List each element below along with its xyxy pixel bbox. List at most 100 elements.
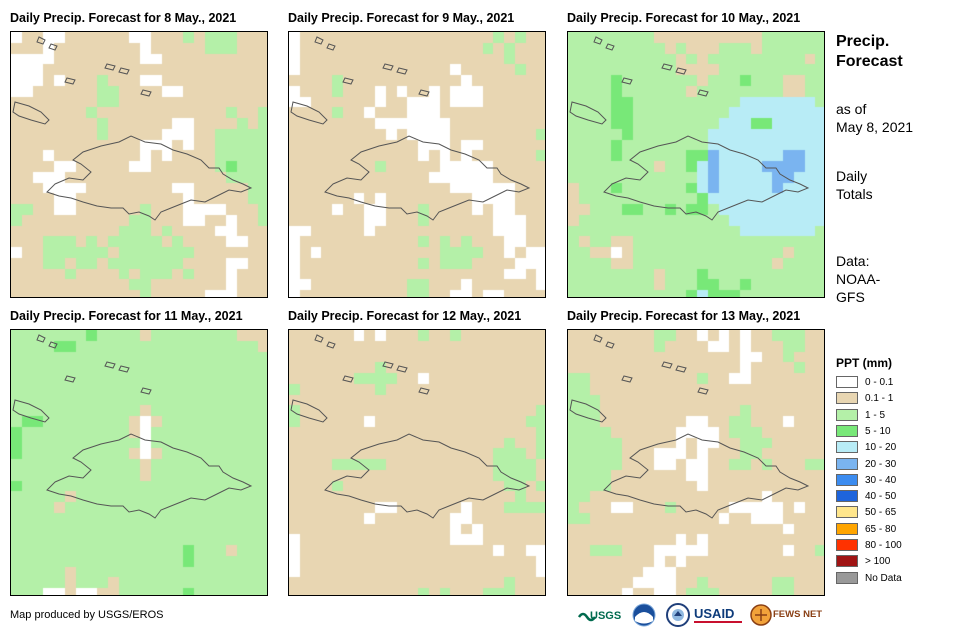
map-panel-4 xyxy=(10,329,268,596)
precip-grid xyxy=(11,32,267,297)
precip-grid xyxy=(568,32,824,297)
dhs-seal-logo xyxy=(666,603,690,627)
island-coastline xyxy=(324,433,531,519)
legend-swatch xyxy=(836,473,858,486)
map-panel-1 xyxy=(10,31,268,298)
island-coastline xyxy=(605,341,615,349)
precip-grid xyxy=(11,330,267,595)
legend-swatch xyxy=(836,392,858,405)
island-coastline xyxy=(418,387,430,395)
island-coastline xyxy=(36,334,46,343)
daily-totals-line1: Daily xyxy=(836,168,868,184)
island-coastline xyxy=(605,43,615,51)
legend-swatch xyxy=(836,571,858,584)
island-coastline xyxy=(140,89,152,97)
island-coastline xyxy=(396,365,408,373)
coastline-outline xyxy=(290,334,531,519)
map-panel-5 xyxy=(288,329,546,596)
legend-label: > 100 xyxy=(865,556,891,568)
island-coastline xyxy=(697,89,709,97)
panel-title-6: Daily Precip. Forecast for 13 May., 2021 xyxy=(567,309,801,323)
coastline-outline xyxy=(569,334,810,519)
island-coastline xyxy=(118,67,130,75)
usaid-logo: USAID xyxy=(694,603,744,627)
coastline-outline xyxy=(290,36,531,221)
fews-net-logo: FEWS NET xyxy=(750,603,826,627)
panel-title-4: Daily Precip. Forecast for 11 May., 2021 xyxy=(10,309,243,323)
legend-label: 0.1 - 1 xyxy=(865,393,894,405)
island-coastline xyxy=(46,433,253,519)
island-coastline xyxy=(621,77,633,85)
island-coastline xyxy=(603,433,810,519)
island-coastline xyxy=(621,375,633,383)
forecast-title-line1: Precip. xyxy=(836,33,890,50)
island-coastline xyxy=(593,36,603,45)
daily-totals-line2: Totals xyxy=(836,186,873,202)
legend-swatch xyxy=(836,522,858,535)
data-source-line3: GFS xyxy=(836,289,865,305)
precip-grid xyxy=(568,330,824,595)
legend-label: 50 - 65 xyxy=(865,507,897,519)
legend-title: PPT (mm) xyxy=(836,356,893,370)
island-coastline xyxy=(290,399,328,423)
legend-label: 10 - 20 xyxy=(865,442,897,454)
data-source: Data: NOAA- GFS xyxy=(836,252,880,306)
panel-title-3: Daily Precip. Forecast for 10 May., 2021 xyxy=(567,11,801,25)
island-coastline xyxy=(314,36,324,45)
island-coastline xyxy=(418,89,430,97)
island-coastline xyxy=(382,361,394,369)
map-credit: Map produced by USGS/EROS xyxy=(10,609,164,621)
usgs-logo: USGS xyxy=(577,603,622,627)
forecast-title: Precip. Forecast xyxy=(836,32,903,72)
island-coastline xyxy=(104,63,116,71)
island-coastline xyxy=(569,101,607,125)
as-of-date: as of May 8, 2021 xyxy=(836,100,913,136)
precip-grid xyxy=(289,32,545,297)
legend-label: 0 - 0.1 xyxy=(865,377,894,388)
fews-net-logo-text: FEWS NET xyxy=(773,609,822,620)
daily-totals: Daily Totals xyxy=(836,167,873,203)
island-coastline xyxy=(290,101,328,125)
legend-label: 30 - 40 xyxy=(865,474,897,486)
noaa-logo xyxy=(632,603,656,627)
island-coastline xyxy=(603,135,810,221)
island-coastline xyxy=(48,341,58,349)
island-coastline xyxy=(569,399,607,423)
coastline-outline xyxy=(569,36,810,221)
as-of-line2: May 8, 2021 xyxy=(836,119,914,135)
legend-label: 80 - 100 xyxy=(865,540,902,551)
data-source-line1: Data: xyxy=(836,253,870,269)
panel-title-2: Daily Precip. Forecast for 9 May., 2021 xyxy=(288,11,515,25)
island-coastline xyxy=(48,43,58,51)
legend-swatch xyxy=(836,490,858,503)
island-coastline xyxy=(46,135,253,221)
island-coastline xyxy=(118,365,130,373)
island-coastline xyxy=(697,387,709,395)
legend-label: No Data xyxy=(865,572,902,584)
forecast-title-line2: Forecast xyxy=(836,53,903,70)
coastline-outline xyxy=(12,36,253,221)
island-coastline xyxy=(326,341,336,349)
legend-swatch xyxy=(836,506,858,519)
island-coastline xyxy=(396,67,408,75)
legend-label: 20 - 30 xyxy=(865,458,897,470)
legend-label: 5 - 10 xyxy=(865,425,891,437)
legend-swatch xyxy=(836,376,858,388)
island-coastline xyxy=(324,135,531,221)
island-coastline xyxy=(661,361,673,369)
as-of-line1: as of xyxy=(836,101,867,117)
island-coastline xyxy=(64,77,76,85)
island-coastline xyxy=(661,63,673,71)
panel-title-1: Daily Precip. Forecast for 8 May., 2021 xyxy=(10,11,237,25)
map-panel-2 xyxy=(288,31,546,298)
island-coastline xyxy=(593,334,603,343)
legend-swatch xyxy=(836,457,858,470)
island-coastline xyxy=(104,361,116,369)
island-coastline xyxy=(36,36,46,45)
precip-grid xyxy=(289,330,545,595)
island-coastline xyxy=(342,375,354,383)
usaid-logo-text: USAID xyxy=(694,606,734,621)
legend-swatch xyxy=(836,424,858,437)
island-coastline xyxy=(140,387,152,395)
island-coastline xyxy=(12,101,50,125)
